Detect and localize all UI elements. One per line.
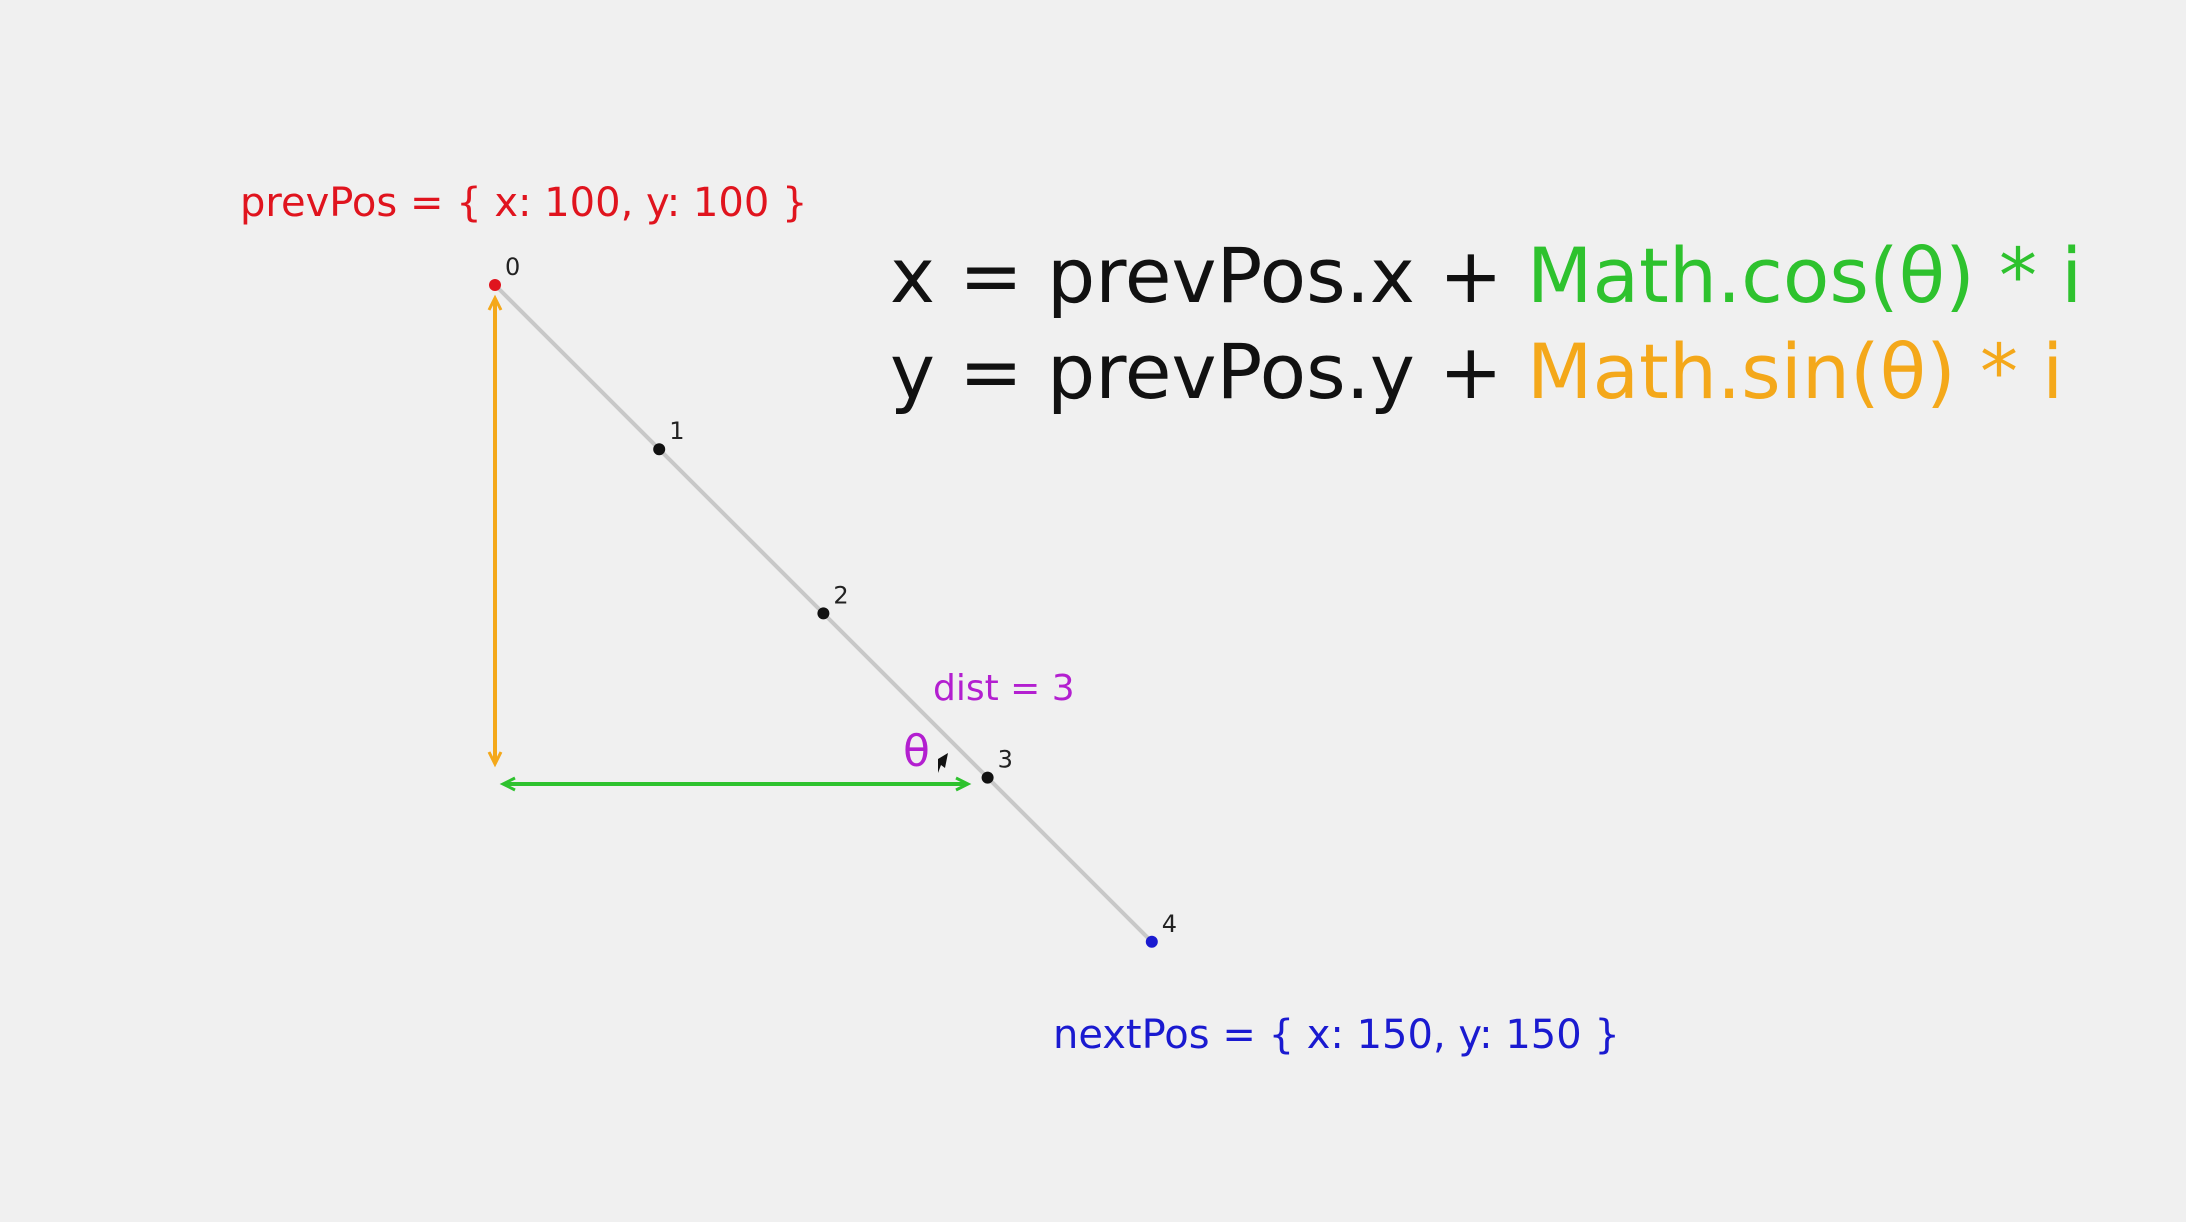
point-3	[981, 771, 994, 784]
equation-x-rhs: * i	[1999, 231, 2082, 320]
points-layer: 0 1 2 3 4	[489, 253, 1177, 948]
point-label-3: 3	[998, 746, 1013, 774]
point-label-1: 1	[669, 417, 684, 445]
equation-y-lhs: y = prevPos.y +	[890, 327, 1527, 416]
point-label-0: 0	[505, 253, 520, 281]
cos-horizontal-arrow	[499, 776, 972, 792]
equation-x: x = prevPos.x + Math.cos(θ) * i	[890, 231, 2082, 320]
equation-x-lhs: x = prevPos.x +	[890, 231, 1527, 320]
point-label-4: 4	[1162, 910, 1177, 938]
point-1	[653, 443, 666, 456]
dist-label: dist = 3	[933, 668, 1075, 709]
mouse-cursor-icon	[938, 753, 948, 773]
point-0	[489, 279, 501, 291]
equation-y-rhs: * i	[1980, 327, 2063, 416]
equation-y-sin: Math.sin(θ)	[1527, 327, 1956, 416]
theta-label: θ	[903, 726, 930, 777]
sin-vertical-arrow	[487, 294, 503, 768]
point-4	[1145, 935, 1158, 948]
equation-x-cos: Math.cos(θ)	[1527, 231, 1975, 320]
equations-block: x = prevPos.x + Math.cos(θ) * i y = prev…	[890, 231, 2082, 416]
point-label-2: 2	[833, 581, 848, 609]
prev-pos-label: prevPos = { x: 100, y: 100 }	[240, 180, 807, 226]
point-2	[817, 607, 830, 620]
equation-y: y = prevPos.y + Math.sin(θ) * i	[890, 327, 2063, 416]
next-pos-label: nextPos = { x: 150, y: 150 }	[1053, 1012, 1620, 1058]
